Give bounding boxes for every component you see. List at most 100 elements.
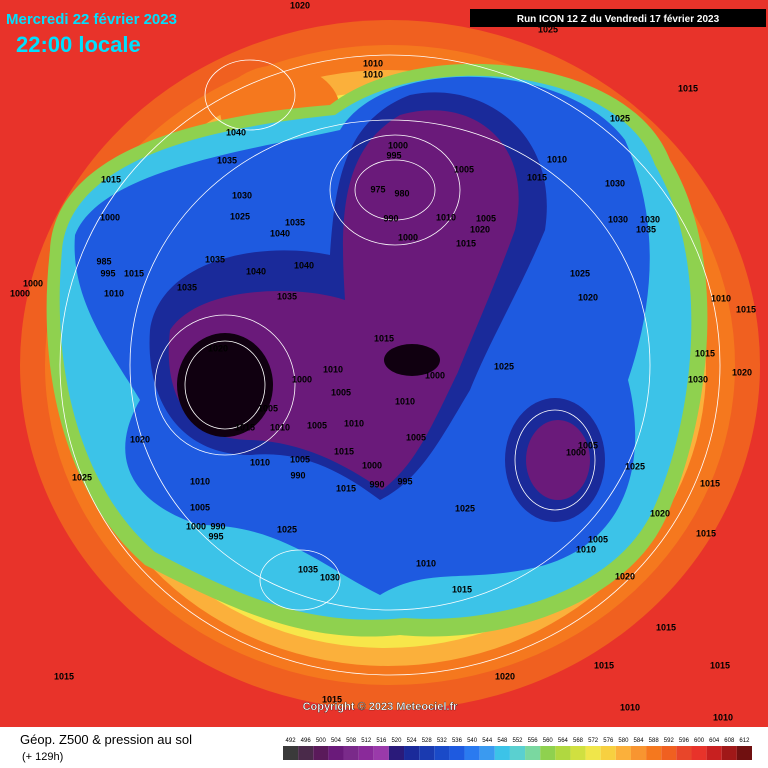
- isobar-label: 1035: [217, 155, 237, 165]
- isobar-label: 995: [100, 268, 115, 278]
- scale-label: 560: [543, 738, 554, 744]
- isobar-label: 1005: [290, 454, 310, 464]
- isobar-label: 980: [394, 188, 409, 198]
- isobar-label: 990: [290, 470, 305, 480]
- scale-swatch: [646, 746, 662, 760]
- scale-label: 564: [558, 738, 569, 744]
- isobar-label: 1020: [732, 367, 752, 377]
- scale-label: 572: [588, 738, 599, 744]
- isobar-label: 1010: [620, 702, 640, 712]
- isobar-label: 1015: [124, 268, 144, 278]
- isobar-label: 1010: [270, 422, 290, 432]
- scale-label: 584: [634, 738, 645, 744]
- isobar-label: 1015: [101, 174, 121, 184]
- scale-label: 568: [573, 738, 584, 744]
- isobar-label: 1020: [470, 224, 490, 234]
- isobar-label: 1025: [230, 211, 250, 221]
- isobar-label: 1020: [650, 508, 670, 518]
- scale-label: 504: [331, 738, 342, 744]
- isobar-label: 1025: [72, 472, 92, 482]
- isobar-label: 1030: [640, 214, 660, 224]
- isobar-label: 1025: [538, 24, 558, 34]
- isobar-label: 1015: [656, 622, 676, 632]
- isobar-label: 1030: [688, 374, 708, 384]
- isobar-label: 1015: [456, 238, 476, 248]
- isobar-label: 1000: [292, 374, 312, 384]
- isobar-label: 1020: [495, 671, 515, 681]
- scale-swatch: [555, 746, 571, 760]
- scale-label: 512: [361, 738, 372, 744]
- scale-swatch: [676, 746, 692, 760]
- isobar-label: 1000: [23, 278, 43, 288]
- scale-label: 524: [407, 738, 418, 744]
- scale-label: 532: [437, 738, 448, 744]
- isobar-label: 1040: [294, 260, 314, 270]
- isobar-label: 1015: [696, 528, 716, 538]
- scale-swatch: [600, 746, 616, 760]
- isobar-label: 1035: [277, 291, 297, 301]
- isobar-label: 995: [386, 150, 401, 160]
- scale-label: 580: [618, 738, 629, 744]
- scale-swatch: [585, 746, 601, 760]
- isobar-label: 1010: [344, 418, 364, 428]
- scale-label: 544: [482, 738, 493, 744]
- scale-label: 508: [346, 738, 357, 744]
- scale-label: 540: [467, 738, 478, 744]
- scale-swatch: [721, 746, 737, 760]
- zone: [526, 420, 590, 500]
- isobar-label: 1010: [576, 544, 596, 554]
- scale-label: 520: [391, 738, 402, 744]
- isobar-label: 1005: [331, 387, 351, 397]
- scale-swatch: [373, 746, 389, 760]
- isobar-label: 1015: [336, 483, 356, 493]
- isobar-label: 1005: [578, 440, 598, 450]
- isobar-label: 1010: [547, 154, 567, 164]
- isobar-label: 1015: [710, 660, 730, 670]
- isobar-label: 1040: [246, 266, 266, 276]
- isobar-label: 1005: [307, 420, 327, 430]
- isobar-label: 1020: [130, 434, 150, 444]
- copyright: Copyright © 2023 Meteociel.fr: [303, 701, 459, 713]
- zone: [177, 333, 273, 437]
- scale-swatch: [283, 746, 299, 760]
- isobar-label: 1010: [190, 476, 210, 486]
- isobar-label: 1015: [334, 446, 354, 456]
- isobar-label: 1010: [104, 288, 124, 298]
- scale-label: 500: [316, 738, 327, 744]
- isobar-label: 1020: [615, 571, 635, 581]
- local-time: 22:00 locale: [16, 32, 141, 57]
- isobar-label: 1035: [285, 217, 305, 227]
- isobar-labels: 1020102510101010101510401035101510301000…: [10, 0, 756, 722]
- scale-label: 576: [603, 738, 614, 744]
- isobar-label: 1005: [190, 502, 210, 512]
- scale-swatch: [736, 746, 752, 760]
- scale-swatch: [343, 746, 359, 760]
- scale-label: 600: [694, 738, 705, 744]
- scale-label: 612: [739, 738, 750, 744]
- scale-label: 592: [664, 738, 675, 744]
- isobar-label: 1010: [323, 364, 343, 374]
- isobar-label: 1000: [186, 521, 206, 531]
- scale-swatch: [388, 746, 405, 760]
- scale-swatch: [706, 746, 722, 760]
- isobar-label: 1035: [205, 254, 225, 264]
- scale-label: 556: [528, 738, 539, 744]
- isobar-label: 1005: [454, 164, 474, 174]
- scale-swatch: [434, 746, 450, 760]
- zone: [384, 344, 440, 376]
- scale-swatch: [464, 746, 480, 760]
- isobar-label: 1020: [208, 343, 228, 353]
- isobar-label: 1030: [605, 178, 625, 188]
- scale-label: 496: [301, 738, 312, 744]
- footer-title: Géop. Z500 & pression au sol: [20, 732, 192, 747]
- date: Mercredi 22 février 2023: [6, 11, 177, 28]
- scale-swatch: [449, 746, 465, 760]
- isobar-label: 1015: [594, 660, 614, 670]
- isobar-label: 985: [96, 256, 111, 266]
- isobar-label: 1010: [363, 69, 383, 79]
- isobar-label: 1000: [388, 140, 408, 150]
- scale-swatch: [509, 746, 526, 760]
- run-info: Run ICON 12 Z du Vendredi 17 février 202…: [517, 14, 720, 25]
- isobar-label: 1005: [476, 213, 496, 223]
